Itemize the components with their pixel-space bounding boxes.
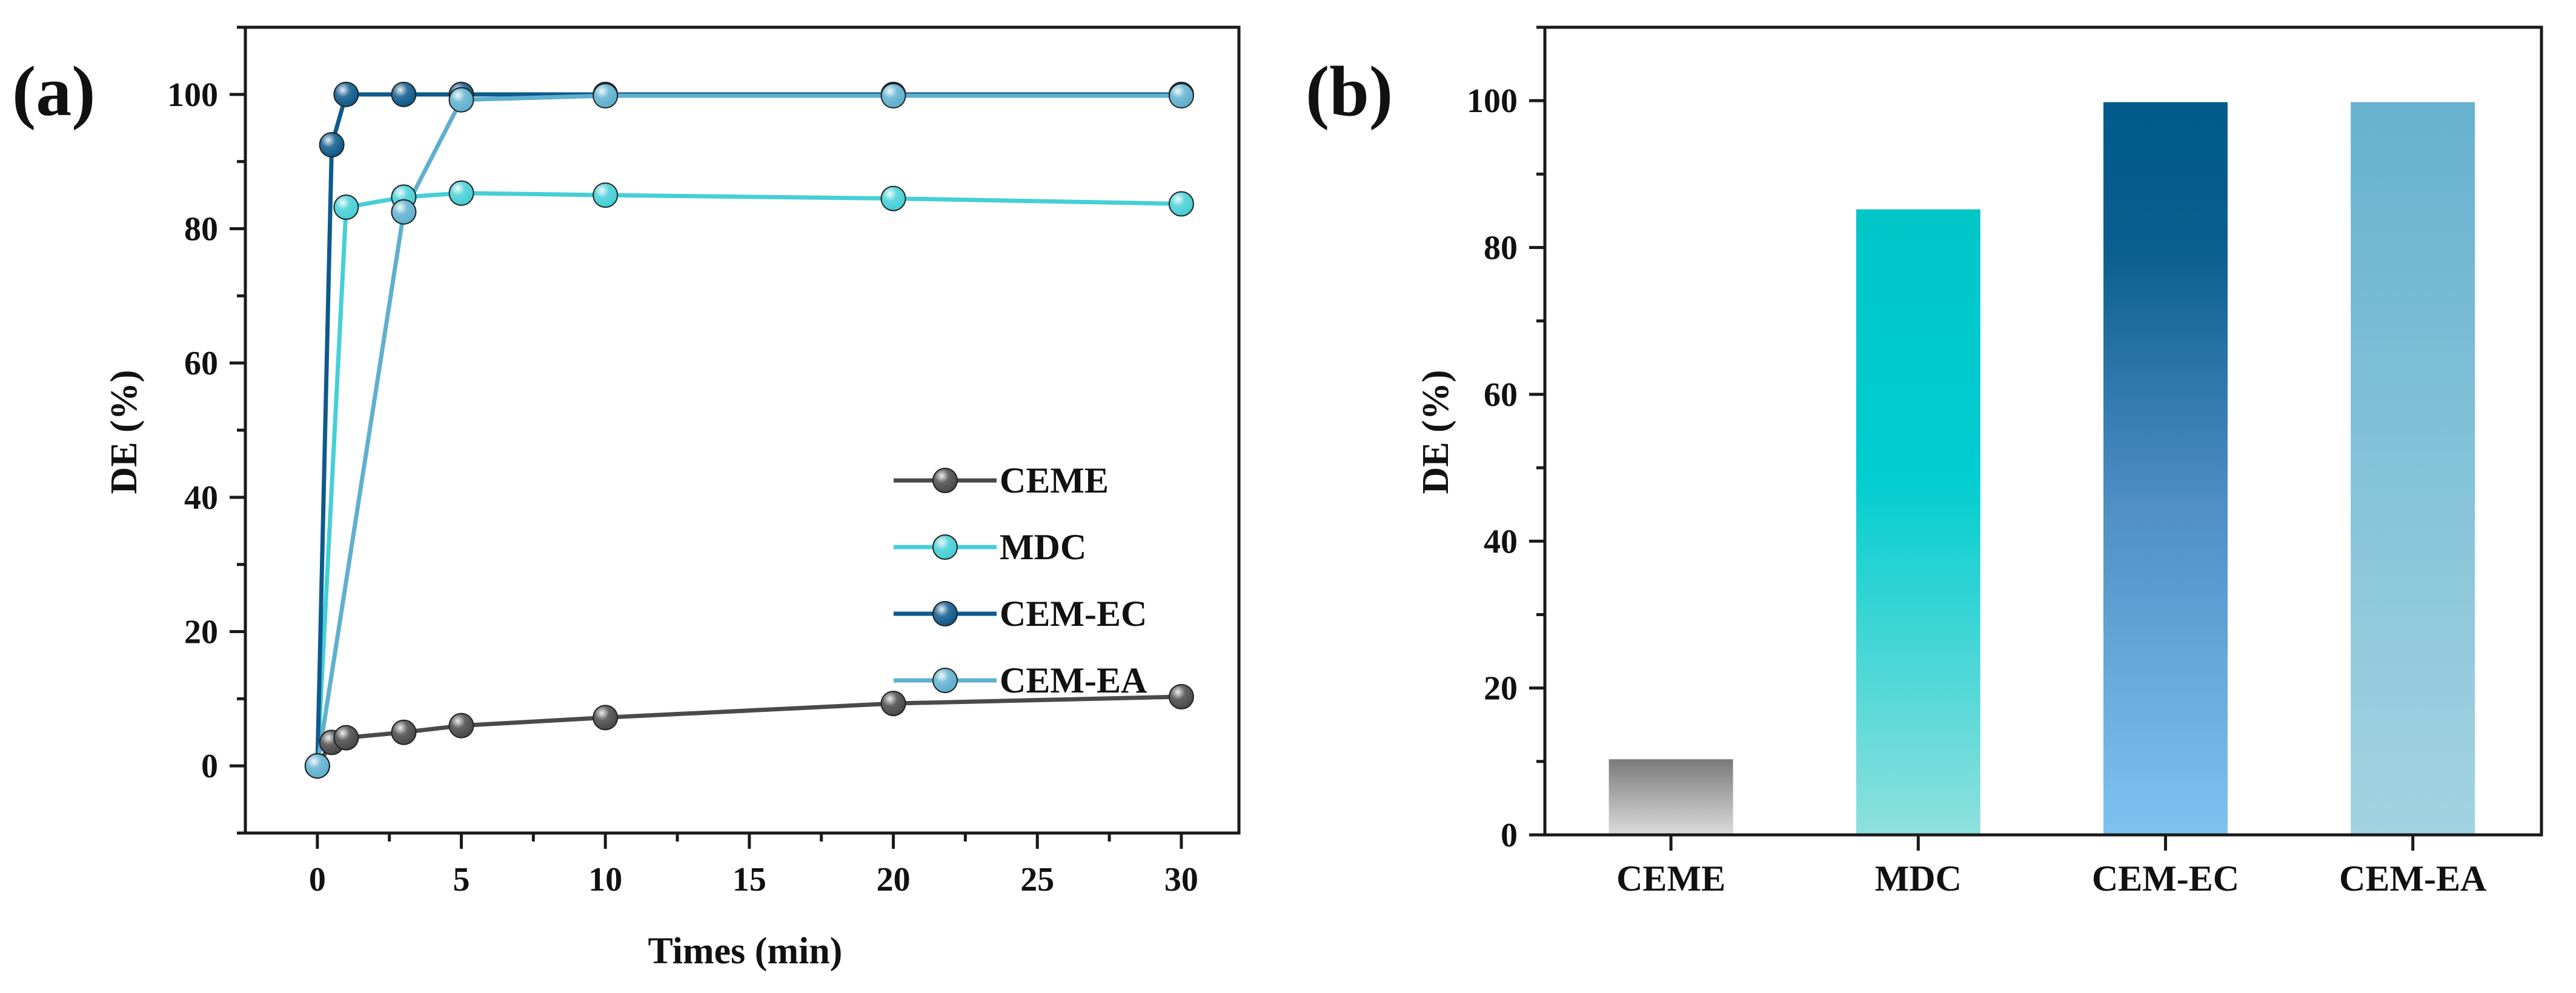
data-point-cem-ec xyxy=(319,131,345,158)
y-tick-label: 60 xyxy=(1484,376,1518,414)
data-point-highlight xyxy=(305,754,329,778)
data-point-cem-ea xyxy=(448,87,474,113)
x-tick-label: 30 xyxy=(1164,861,1198,898)
data-point-highlight xyxy=(1169,84,1193,108)
panel-b-bar-chart: (b) CEME MDC CEM-EC CEM-EA 0 20 40 60 80 100 DE (… xyxy=(1306,25,2543,898)
data-point-ceme xyxy=(333,725,359,751)
panel-b-bars xyxy=(1608,102,2475,835)
bar-cem-ea xyxy=(2351,102,2475,835)
data-point-mdc xyxy=(593,182,619,208)
x-category-label-mdc: MDC xyxy=(1875,858,1962,898)
panel-a-data-points xyxy=(304,81,1194,779)
x-category-label-ceme: CEME xyxy=(1616,858,1725,898)
data-point-mdc xyxy=(448,180,474,206)
x-category-label-cem-ec: CEM-EC xyxy=(2092,858,2239,898)
data-point-cem-ea xyxy=(1168,83,1194,109)
legend-marker-highlight xyxy=(934,669,957,692)
panel-b-frame xyxy=(1543,25,2543,837)
panel-a-axes xyxy=(244,25,1241,835)
x-category-label-cem-ea: CEM-EA xyxy=(2339,858,2486,898)
panel-b-axes xyxy=(1543,25,2543,837)
data-point-highlight xyxy=(594,184,617,207)
data-point-mdc xyxy=(880,185,906,211)
panel-a-frame xyxy=(244,25,1241,835)
y-tick-label: 60 xyxy=(184,345,218,382)
data-point-highlight xyxy=(1169,685,1193,709)
data-point-ceme xyxy=(448,712,474,739)
legend-marker-highlight xyxy=(934,602,957,625)
data-point-highlight xyxy=(594,84,617,108)
panel-a-line-chart: (a) 0 5 10 15 20 25 30 0 20 40 60 80 100 Times (min)… xyxy=(12,25,1241,972)
y-tick-label: 40 xyxy=(184,479,218,517)
panel-a-x-axis-title: Times (min) xyxy=(648,931,843,972)
bar-ceme xyxy=(1608,759,1733,835)
x-tick-label: 10 xyxy=(588,861,622,898)
data-point-ceme xyxy=(391,719,417,745)
data-point-cem-ec xyxy=(333,81,359,107)
data-point-highlight xyxy=(334,82,358,106)
y-tick-label: 100 xyxy=(1467,82,1518,120)
series-line-ceme xyxy=(315,694,1182,767)
bar-cem-ec xyxy=(2103,102,2228,835)
data-point-ceme xyxy=(593,705,619,731)
y-tick-label: 20 xyxy=(1484,670,1518,708)
y-tick-label: 0 xyxy=(201,748,218,785)
panel-b-label: (b) xyxy=(1306,51,1393,131)
panel-b-y-axis-title: DE (%) xyxy=(1415,370,1456,494)
series-line-cem-ea xyxy=(315,93,1181,766)
y-tick-label: 20 xyxy=(184,614,218,651)
data-point-cem-ea xyxy=(593,83,619,109)
bar-mdc xyxy=(1856,209,1980,835)
data-point-highlight xyxy=(881,692,905,716)
data-point-mdc xyxy=(333,194,359,221)
data-point-highlight xyxy=(392,82,416,106)
data-point-mdc xyxy=(1168,191,1194,217)
legend-label: CEM-EA xyxy=(1000,660,1147,700)
y-tick-label: 80 xyxy=(184,211,218,248)
data-point-highlight xyxy=(450,714,473,737)
legend-item-ceme: CEME xyxy=(894,460,1109,500)
legend-label: CEM-EC xyxy=(1000,594,1147,634)
data-point-highlight xyxy=(450,88,473,111)
y-tick-label: 40 xyxy=(1484,523,1518,560)
legend-item-cem-ea: CEM-EA xyxy=(894,660,1147,700)
panel-b-ticks: CEME MDC CEM-EC CEM-EA 0 20 40 60 80 100 xyxy=(1467,25,2486,898)
data-point-ceme xyxy=(880,691,906,717)
legend-item-mdc: MDC xyxy=(894,527,1086,567)
legend-marker-highlight xyxy=(934,469,957,492)
data-point-highlight xyxy=(594,706,617,729)
data-point-highlight xyxy=(392,720,416,744)
data-point-cem-ea xyxy=(304,753,330,779)
x-tick-label: 15 xyxy=(732,861,766,898)
data-point-cem-ec xyxy=(391,81,417,107)
data-point-highlight xyxy=(450,181,473,205)
legend-item-cem-ec: CEM-EC xyxy=(894,594,1147,634)
legend-label: MDC xyxy=(1000,527,1086,567)
y-tick-label: 80 xyxy=(1484,230,1518,267)
panel-a-legend: CEME MDC CEM-EC CEM-EA xyxy=(894,460,1147,700)
data-point-highlight xyxy=(881,84,905,108)
data-point-highlight xyxy=(334,196,358,219)
y-tick-label: 0 xyxy=(1501,817,1518,854)
x-tick-label: 25 xyxy=(1020,861,1054,898)
panel-a-ticks: 0 5 10 15 20 25 30 0 20 40 60 80 100 xyxy=(167,25,1198,898)
data-point-highlight xyxy=(392,200,416,224)
x-tick-label: 0 xyxy=(309,861,326,898)
legend-marker-highlight xyxy=(934,536,957,559)
x-tick-label: 5 xyxy=(453,861,470,898)
data-point-highlight xyxy=(320,133,344,156)
panel-a-y-axis-title: DE (%) xyxy=(104,370,145,494)
y-tick-label: 100 xyxy=(167,76,218,114)
x-tick-label: 20 xyxy=(877,861,911,898)
data-point-highlight xyxy=(334,726,358,749)
data-point-cem-ea xyxy=(880,83,906,109)
data-point-highlight xyxy=(881,187,905,210)
legend-label: CEME xyxy=(1000,460,1109,500)
data-point-highlight xyxy=(1169,192,1193,216)
data-point-cem-ea xyxy=(391,199,417,225)
panel-a-label: (a) xyxy=(12,51,96,131)
data-point-ceme xyxy=(1168,684,1194,710)
